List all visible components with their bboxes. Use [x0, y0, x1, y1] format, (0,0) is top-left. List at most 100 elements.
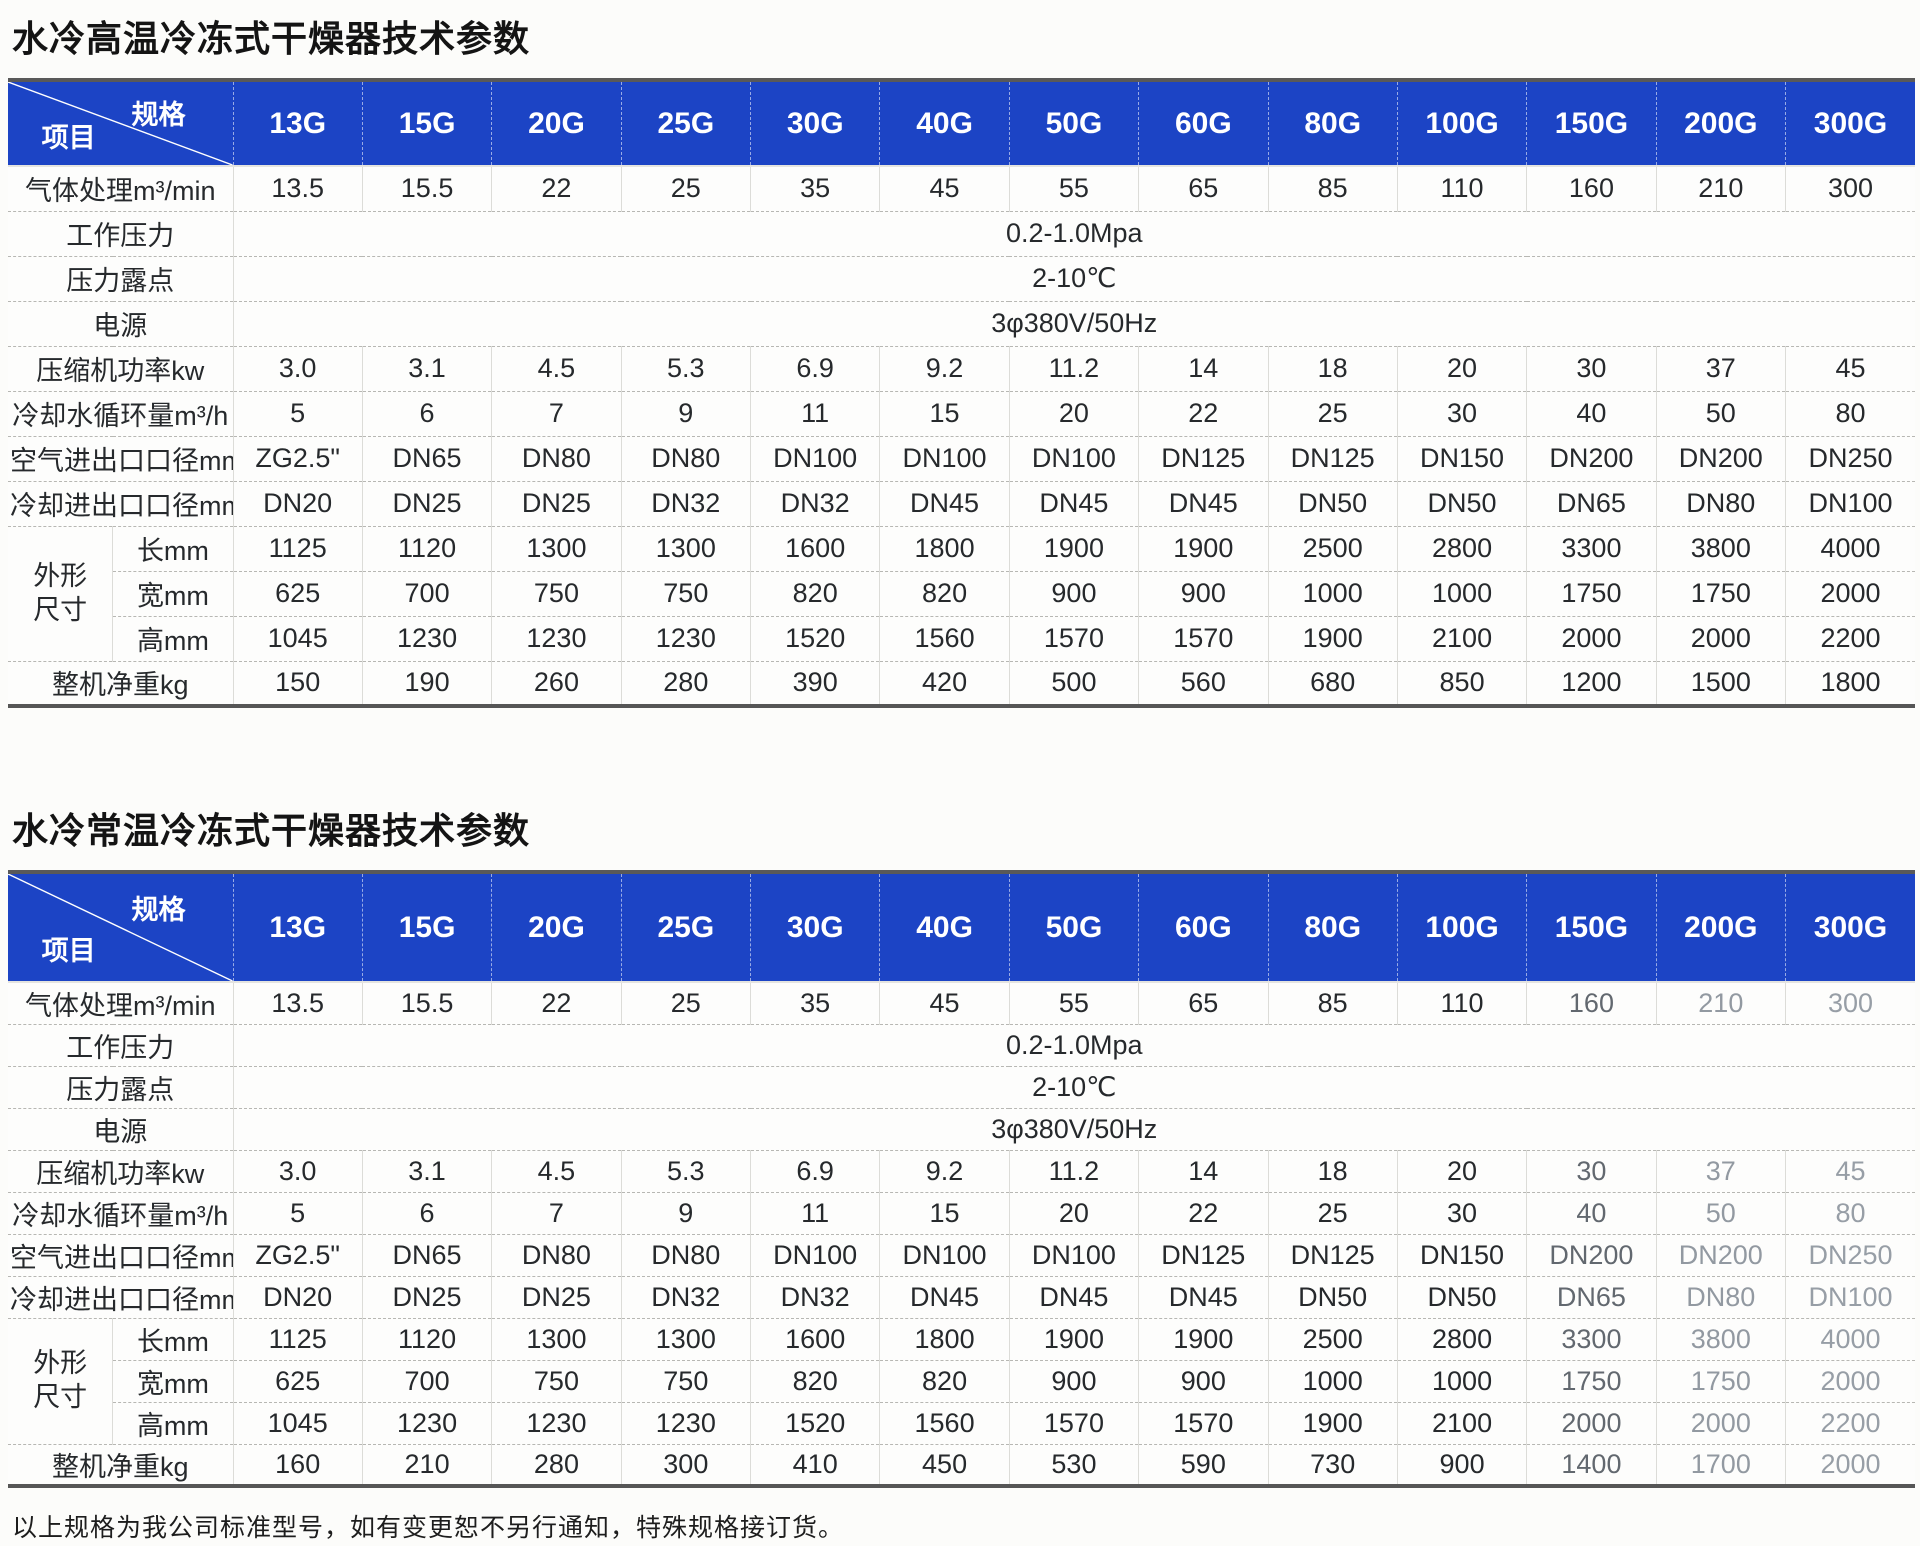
value-cell: 14	[1138, 1149, 1269, 1192]
row-label: 空气进出口口径mm	[8, 1233, 234, 1276]
merged-value-cell: 0.2-1.0Mpa	[233, 1023, 1915, 1066]
value-cell: DN200	[1656, 1233, 1787, 1276]
row-label: 压缩机功率kw	[8, 345, 234, 391]
value-cell: 1600	[750, 1317, 881, 1360]
row-label: 整机净重kg	[8, 1443, 234, 1486]
row-sublabel: 高mm	[112, 615, 234, 661]
value-cell: 1560	[879, 615, 1010, 661]
value-cell: 680	[1268, 660, 1398, 706]
value-cell: DN100	[1785, 1275, 1915, 1318]
value-cell: DN50	[1397, 1275, 1528, 1318]
value-cell: 18	[1268, 1149, 1398, 1192]
value-cell: 9.2	[879, 345, 1010, 391]
value-cell: 30	[1526, 345, 1657, 391]
diagonal-line	[8, 82, 233, 165]
value-cell: 1230	[621, 1401, 752, 1444]
value-cell: DN25	[362, 1275, 493, 1318]
spec-col-header-25G: 25G	[621, 872, 752, 983]
value-cell: 1900	[1268, 615, 1398, 661]
value-cell: 280	[621, 660, 752, 706]
value-cell: 160	[1526, 981, 1657, 1024]
spec-col-header-60G: 60G	[1138, 872, 1269, 983]
table-row: 压力露点 2-10℃	[8, 255, 1915, 301]
value-cell: DN65	[362, 1233, 493, 1276]
value-cell: 750	[621, 570, 752, 616]
merged-value-cell: 3φ380V/50Hz	[233, 1107, 1915, 1150]
value-cell: 2000	[1785, 1443, 1915, 1486]
value-cell: 1120	[362, 1317, 493, 1360]
table-row: 外形 尺寸 长mm 1125 1120 1300 1300 1600 1800 1900 1900 2…	[8, 525, 1915, 661]
value-cell: 2200	[1785, 615, 1915, 661]
value-cell: 2800	[1397, 525, 1528, 571]
table-row: 电源 3φ380V/50Hz	[8, 1107, 1915, 1150]
value-cell: ZG2.5"	[233, 1233, 363, 1276]
value-cell: 820	[879, 570, 1010, 616]
spec-col-header-150G: 150G	[1526, 80, 1657, 167]
value-cell: 1800	[1785, 660, 1915, 706]
spec-col-header-50G: 50G	[1009, 80, 1140, 167]
value-cell: 14	[1138, 345, 1269, 391]
value-cell: 50	[1656, 390, 1787, 436]
merged-value-cell: 2-10℃	[233, 1065, 1915, 1108]
value-cell: 1000	[1268, 1359, 1398, 1402]
value-cell: 1300	[491, 525, 622, 571]
spec-col-header-300G: 300G	[1785, 872, 1915, 983]
value-cell: 110	[1397, 165, 1528, 211]
value-cell: 1120	[362, 525, 493, 571]
value-cell: DN100	[1009, 435, 1140, 481]
value-cell: 25	[621, 981, 752, 1024]
value-cell: 45	[1785, 1149, 1915, 1192]
value-cell: 15.5	[362, 981, 493, 1024]
spec-col-header-13G: 13G	[233, 872, 363, 983]
value-cell: 30	[1397, 390, 1528, 436]
value-cell: DN65	[362, 435, 493, 481]
spec-col-header-15G: 15G	[362, 872, 493, 983]
value-cell: 420	[879, 660, 1010, 706]
row-label: 工作压力	[8, 1023, 234, 1066]
table-row: 整机净重kg 160 210 280 300 410 450 530 590 730 900 1400…	[8, 1443, 1915, 1486]
value-cell: 1400	[1526, 1443, 1657, 1486]
value-cell: 160	[1526, 165, 1657, 211]
value-cell: DN100	[750, 435, 881, 481]
value-cell: 625	[233, 1359, 363, 1402]
value-cell: 3800	[1656, 525, 1787, 571]
value-cell: 65	[1138, 981, 1269, 1024]
row-label: 气体处理m³/min	[8, 165, 234, 211]
value-cell: 85	[1268, 165, 1398, 211]
value-cell: DN50	[1268, 480, 1398, 526]
table2-title: 水冷常温冷冻式干燥器技术参数	[12, 810, 531, 851]
value-cell: 2200	[1785, 1401, 1915, 1444]
value-cell: 1125	[233, 525, 363, 571]
value-cell: 3.0	[233, 345, 363, 391]
row-label: 整机净重kg	[8, 660, 234, 706]
value-cell: DN100	[879, 1233, 1010, 1276]
value-cell: DN20	[233, 1275, 363, 1318]
spec-col-header-25G: 25G	[621, 80, 752, 167]
table-row: 冷却水循环量m³/h 5 6 7 9 11 15 20 22 25 30 40 50 80	[8, 390, 1915, 436]
row-label: 冷却进出口口径mm	[8, 480, 234, 526]
table-row: 冷却进出口口径mm DN20 DN25 DN25 DN32 DN32 DN45 DN45 DN4…	[8, 1275, 1915, 1318]
value-cell: 40	[1526, 390, 1657, 436]
value-cell: 2500	[1268, 1317, 1398, 1360]
value-cell: 1900	[1138, 525, 1269, 571]
value-cell: DN45	[879, 480, 1010, 526]
value-cell: 45	[1785, 345, 1915, 391]
value-cell: 25	[621, 165, 752, 211]
value-cell: DN45	[879, 1275, 1010, 1318]
table-row: 压缩机功率kw 3.0 3.1 4.5 5.3 6.9 9.2 11.2 14 18 20 30 37 4…	[8, 1149, 1915, 1192]
header-row: 规格 项目 13G 15G 20G 25G 30G 40G 50G 60G 80G 100G 150G 2…	[8, 872, 1915, 983]
value-cell: 590	[1138, 1443, 1269, 1486]
value-cell: 1520	[750, 615, 881, 661]
value-cell: DN45	[1009, 480, 1140, 526]
merged-value-cell: 2-10℃	[233, 255, 1915, 301]
table-row: 空气进出口口径mm ZG2.5" DN65 DN80 DN80 DN100 DN100 DN1…	[8, 435, 1915, 481]
value-cell: DN250	[1785, 1233, 1915, 1276]
row-label: 压缩机功率kw	[8, 1149, 234, 1192]
value-cell: 2100	[1397, 615, 1528, 661]
row-group-label: 外形 尺寸	[8, 1317, 114, 1444]
value-cell: 210	[362, 1443, 493, 1486]
value-cell: 390	[750, 660, 881, 706]
value-cell: 850	[1397, 660, 1528, 706]
value-cell: 22	[1138, 390, 1269, 436]
row-label: 工作压力	[8, 210, 234, 256]
